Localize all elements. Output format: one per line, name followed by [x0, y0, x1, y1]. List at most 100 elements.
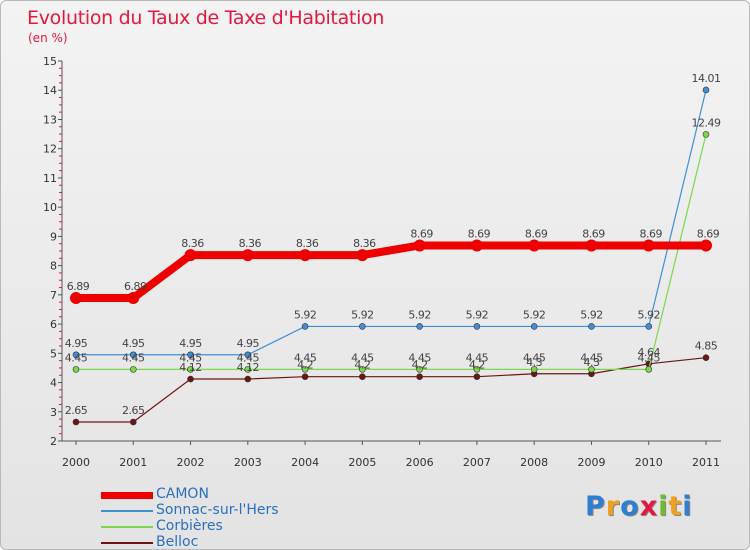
- data-label: 4.95: [179, 337, 202, 350]
- data-label: 5.92: [580, 308, 603, 321]
- data-label: 8.36: [353, 237, 376, 250]
- data-point: [413, 239, 426, 252]
- proxiti-logo: Proxiti: [585, 491, 693, 522]
- y-tick-label: 14: [43, 84, 57, 97]
- data-label: 8.36: [239, 237, 262, 250]
- x-tick-label: 2010: [635, 456, 663, 469]
- data-point: [642, 239, 655, 252]
- data-point: [585, 239, 598, 252]
- data-point: [473, 366, 481, 373]
- data-point: [473, 373, 481, 380]
- data-point: [129, 351, 137, 359]
- y-tick-label: 4: [50, 377, 57, 390]
- data-label: 5.92: [351, 308, 374, 321]
- data-point: [530, 323, 538, 330]
- logo-letter: i: [658, 491, 669, 522]
- y-tick-label: 9: [50, 230, 57, 243]
- data-point: [70, 292, 82, 305]
- legend-item: Corbières: [101, 518, 341, 535]
- data-label: 5.92: [523, 308, 546, 321]
- data-label: 8.69: [410, 227, 433, 240]
- data-label: 8.69: [697, 227, 720, 240]
- data-point: [72, 418, 80, 426]
- data-label: 8.69: [639, 227, 662, 240]
- legend-item: Sonnac-sur-l'Hers: [101, 502, 341, 519]
- data-label: 4.2: [354, 359, 370, 372]
- data-point: [241, 249, 254, 262]
- chart-data-labels: 6.89 6.89 8.36 8.36 8.36 8.36 8.69 8.69 8.69 8.69…: [65, 72, 722, 417]
- logo-letter: P: [585, 491, 606, 522]
- legend-swatch: [101, 492, 153, 499]
- x-tick-label: 2001: [119, 456, 147, 469]
- chart-axes: 2 3 4 5 6 7 8 9 10 11 12 13 14 15 2000 2001 2002 2003 2004…: [43, 55, 721, 469]
- y-tick-label: 2: [50, 435, 57, 448]
- data-label: 5.92: [637, 308, 660, 321]
- x-tick-label: 2006: [406, 456, 434, 469]
- data-label: 5.92: [294, 308, 317, 321]
- data-point: [187, 375, 194, 383]
- data-point: [700, 239, 712, 252]
- chart-series-lines: [70, 86, 712, 426]
- data-point: [470, 239, 483, 252]
- data-label: 8.69: [582, 227, 605, 240]
- data-point: [244, 375, 252, 383]
- data-label: 6.89: [67, 280, 90, 293]
- series-line-sonnac-sur-l-hers: [76, 89, 707, 356]
- y-tick-label: 8: [50, 260, 57, 273]
- data-point: [72, 351, 80, 359]
- data-point: [359, 323, 366, 330]
- data-point: [187, 366, 194, 373]
- data-point: [187, 351, 194, 359]
- series-line-camon: [76, 241, 706, 303]
- data-label: 4.95: [65, 337, 88, 350]
- y-tick-label: 3: [50, 406, 57, 419]
- logo-letter: o: [620, 491, 640, 522]
- data-label: 4.45: [637, 351, 660, 364]
- logo-letter: i: [682, 491, 693, 522]
- x-tick-label: 2002: [177, 456, 205, 469]
- data-label: 4.85: [695, 340, 718, 353]
- data-point: [702, 354, 710, 361]
- data-label: 4.45: [237, 351, 260, 364]
- data-label: 8.69: [525, 227, 548, 240]
- legend-label: Belloc: [156, 534, 199, 550]
- data-point: [702, 86, 710, 94]
- data-label: 4.2: [469, 359, 485, 372]
- data-point: [72, 366, 80, 373]
- x-tick-label: 2011: [692, 456, 720, 469]
- data-point: [416, 373, 423, 380]
- data-point: [129, 418, 137, 426]
- data-point: [184, 249, 197, 262]
- x-tick-label: 2008: [520, 456, 548, 469]
- data-point: [702, 131, 710, 138]
- data-point: [416, 323, 423, 330]
- data-label: 4.12: [237, 361, 260, 374]
- data-point: [129, 366, 137, 373]
- data-point: [301, 366, 309, 373]
- x-tick-label: 2005: [348, 456, 376, 469]
- x-tick-label: 2004: [291, 456, 319, 469]
- data-label: 4.3: [526, 356, 542, 369]
- data-point: [473, 323, 481, 330]
- data-point: [244, 351, 252, 359]
- data-point: [359, 366, 366, 373]
- data-label: 4.45: [122, 351, 145, 364]
- data-label: 6.89: [124, 280, 147, 293]
- y-tick-label: 12: [43, 143, 57, 156]
- data-point: [645, 323, 653, 330]
- data-label: 4.64: [637, 346, 660, 359]
- data-label: 4.45: [408, 351, 431, 364]
- data-label: 2.65: [122, 404, 145, 417]
- data-label: 4.3: [583, 356, 599, 369]
- legend-item: Belloc: [101, 534, 341, 550]
- logo-letter: t: [668, 491, 683, 522]
- legend-swatch: [101, 510, 153, 512]
- chart-legend: CAMON Sonnac-sur-l'Hers Corbières Belloc: [101, 486, 341, 550]
- data-point: [356, 249, 369, 262]
- y-tick-label: 10: [43, 201, 57, 214]
- data-point: [359, 373, 366, 380]
- data-label: 4.45: [351, 351, 374, 364]
- data-label: 4.2: [412, 359, 428, 372]
- data-point: [588, 323, 595, 330]
